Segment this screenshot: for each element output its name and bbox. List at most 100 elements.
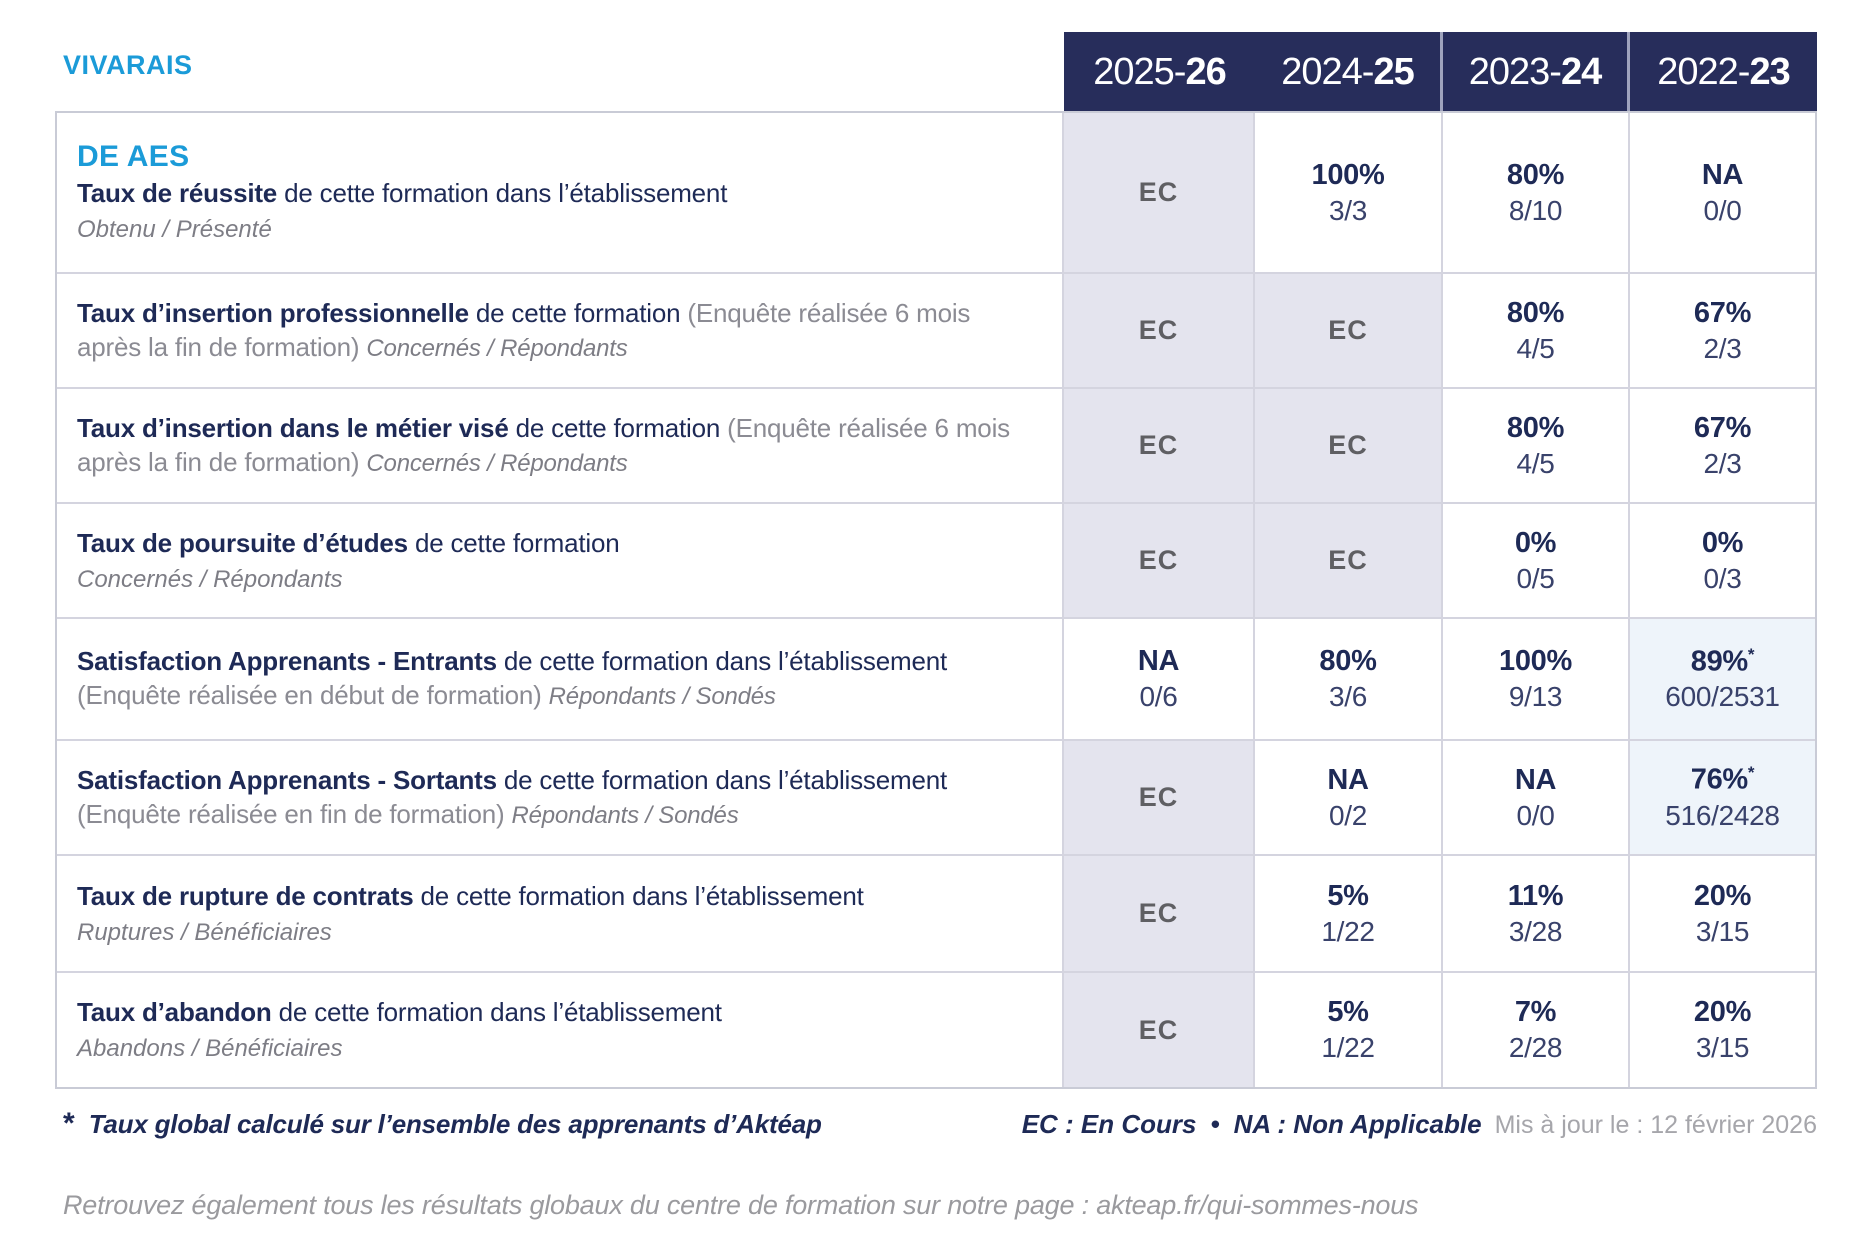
row-label-text: Satisfaction Apprenants - Entrants de ce… — [77, 645, 1018, 713]
value-pct: 89%* — [1690, 644, 1755, 678]
value-frac: 3/15 — [1695, 1032, 1750, 1063]
row-label: Taux d’insertion dans le métier visé de … — [57, 389, 1064, 504]
value-pct: 5% — [1327, 996, 1369, 1028]
value-frac: 1/22 — [1321, 1032, 1375, 1063]
year-suffix: 24 — [1560, 50, 1602, 93]
value-frac: 0/5 — [1516, 562, 1555, 594]
table-row: Satisfaction Apprenants - Sortants de ce… — [57, 741, 1815, 856]
row-desc: de cette formation — [508, 412, 728, 443]
value-cell: NA 0/2 — [1255, 741, 1443, 856]
row-subtitle: Obtenu / Présenté — [77, 216, 272, 243]
updated-date: Mis à jour le : 12 février 2026 — [1494, 1111, 1817, 1139]
row-desc: de cette formation dans l’établissement — [413, 880, 864, 911]
row-label: Taux de poursuite d’études de cette form… — [57, 504, 1064, 619]
value-cell: EC — [1064, 856, 1255, 973]
value-pct: 100% — [1499, 645, 1572, 677]
value-cell: NA 0/6 — [1064, 619, 1255, 741]
value-cell: 100% 3/3 — [1255, 113, 1443, 274]
value-frac: 0/0 — [1703, 194, 1742, 226]
legend-na: NA : Non Applicable — [1233, 1109, 1482, 1139]
footnote-star: * — [63, 1107, 75, 1140]
value-frac: 3/3 — [1328, 194, 1368, 226]
row-label: DE AES Taux de réussite de cette formati… — [57, 113, 1064, 274]
row-label: Satisfaction Apprenants - Sortants de ce… — [57, 741, 1064, 856]
value-cell: 5% 1/22 — [1255, 856, 1443, 973]
ec-badge: EC — [1138, 430, 1179, 460]
value-cell: 11% 3/28 — [1443, 856, 1630, 973]
row-label: Taux de rupture de contrats de cette for… — [57, 856, 1064, 973]
year-column-2025-26: 2025- 26 — [1064, 32, 1255, 112]
bottom-note: Retrouvez également tous les résultats g… — [63, 1190, 1419, 1220]
row-label-text: Taux de réussite de cette formation dans… — [77, 177, 1018, 211]
value-frac: 3/28 — [1508, 915, 1563, 947]
legend-separator: • — [1210, 1109, 1220, 1139]
table-row: Taux de poursuite d’études de cette form… — [57, 504, 1815, 619]
row-paren: (Enquête réalisée 6 mois après la fin de… — [77, 412, 1010, 477]
row-desc: de cette formation dans l’établissement — [496, 764, 947, 795]
value-cell: 100% 9/13 — [1443, 619, 1630, 741]
table-row: Taux d’insertion professionnelle de cett… — [57, 274, 1815, 389]
row-subtitle: Concernés / Répondants — [77, 565, 343, 593]
ec-badge: EC — [1138, 782, 1179, 812]
value-pct: 67% — [1693, 411, 1752, 444]
value-pct: 80% — [1506, 158, 1565, 191]
row-label-text: Satisfaction Apprenants - Sortants de ce… — [77, 764, 1018, 832]
value-pct: 100% — [1311, 158, 1385, 191]
year-suffix: 23 — [1749, 50, 1790, 93]
value-frac: 0/6 — [1139, 681, 1178, 712]
value-cell: 0% 0/3 — [1630, 504, 1815, 619]
year-prefix: 2022- — [1657, 50, 1750, 93]
row-paren: (Enquête réalisée en début de formation) — [77, 680, 549, 710]
table-row: Satisfaction Apprenants - Entrants de ce… — [57, 619, 1815, 741]
year-prefix: 2025- — [1093, 50, 1186, 93]
row-label-text: Taux de poursuite d’études de cette form… — [77, 527, 1018, 561]
row-desc: de cette formation — [407, 527, 620, 558]
value-pct: NA — [1514, 763, 1557, 796]
value-frac: 4/5 — [1516, 332, 1555, 364]
value-pct: NA — [1327, 763, 1369, 796]
value-frac: 600/2531 — [1665, 681, 1780, 713]
row-tail: Concernés / Répondants — [366, 449, 628, 477]
value-cell: 67% 2/3 — [1630, 389, 1815, 504]
table-row: Taux d’abandon de cette formation dans l… — [57, 973, 1815, 1087]
row-desc: de cette formation — [468, 297, 688, 328]
row-title: Taux de poursuite d’études — [77, 527, 408, 558]
value-cell: 0% 0/5 — [1443, 504, 1630, 619]
value-cell: 7% 2/28 — [1443, 973, 1630, 1087]
value-frac: 3/6 — [1328, 681, 1368, 712]
row-label: Satisfaction Apprenants - Entrants de ce… — [57, 619, 1064, 741]
row-subtitle: Ruptures / Bénéficiaires — [77, 918, 332, 946]
ec-badge: EC — [1328, 430, 1368, 460]
site-label: VIVARAIS — [63, 50, 193, 80]
value-cell: 67% 2/3 — [1630, 274, 1815, 389]
row-paren: (Enquête réalisée en fin de formation) — [77, 798, 512, 829]
value-cell: 80% 4/5 — [1443, 274, 1630, 389]
value-cell: 20% 3/15 — [1630, 973, 1815, 1087]
value-frac: 1/22 — [1321, 915, 1375, 947]
value-frac: 2/3 — [1703, 332, 1742, 364]
value-frac: 9/13 — [1508, 681, 1563, 712]
footnote-row: * Taux global calculé sur l’ensemble des… — [63, 1107, 1817, 1141]
value-pct: 80% — [1319, 645, 1377, 677]
year-column-2022-23: 2022- 23 — [1630, 32, 1817, 112]
table-row: Taux de rupture de contrats de cette for… — [57, 856, 1815, 973]
value-frac: 2/28 — [1508, 1032, 1563, 1063]
year-column-2024-25: 2024- 25 — [1255, 32, 1443, 112]
row-title: Satisfaction Apprenants - Entrants — [77, 646, 497, 677]
value-cell: EC — [1255, 389, 1443, 504]
ec-badge: EC — [1138, 1014, 1179, 1045]
value-cell: NA 0/0 — [1630, 113, 1815, 274]
row-label: Taux d’abandon de cette formation dans l… — [57, 973, 1064, 1087]
global-rate-star: * — [1747, 763, 1755, 783]
value-frac: 3/15 — [1695, 915, 1750, 947]
row-title: Taux de rupture de contrats — [77, 880, 414, 911]
ec-badge: EC — [1138, 545, 1179, 575]
row-desc: de cette formation dans l’établissement — [277, 178, 728, 209]
value-cell: EC — [1064, 389, 1255, 504]
value-cell: 76%* 516/2428 — [1630, 741, 1815, 856]
value-cell: 89%* 600/2531 — [1630, 619, 1815, 741]
value-frac: 2/3 — [1703, 447, 1742, 479]
value-cell: EC — [1064, 973, 1255, 1087]
ec-badge: EC — [1138, 177, 1179, 207]
